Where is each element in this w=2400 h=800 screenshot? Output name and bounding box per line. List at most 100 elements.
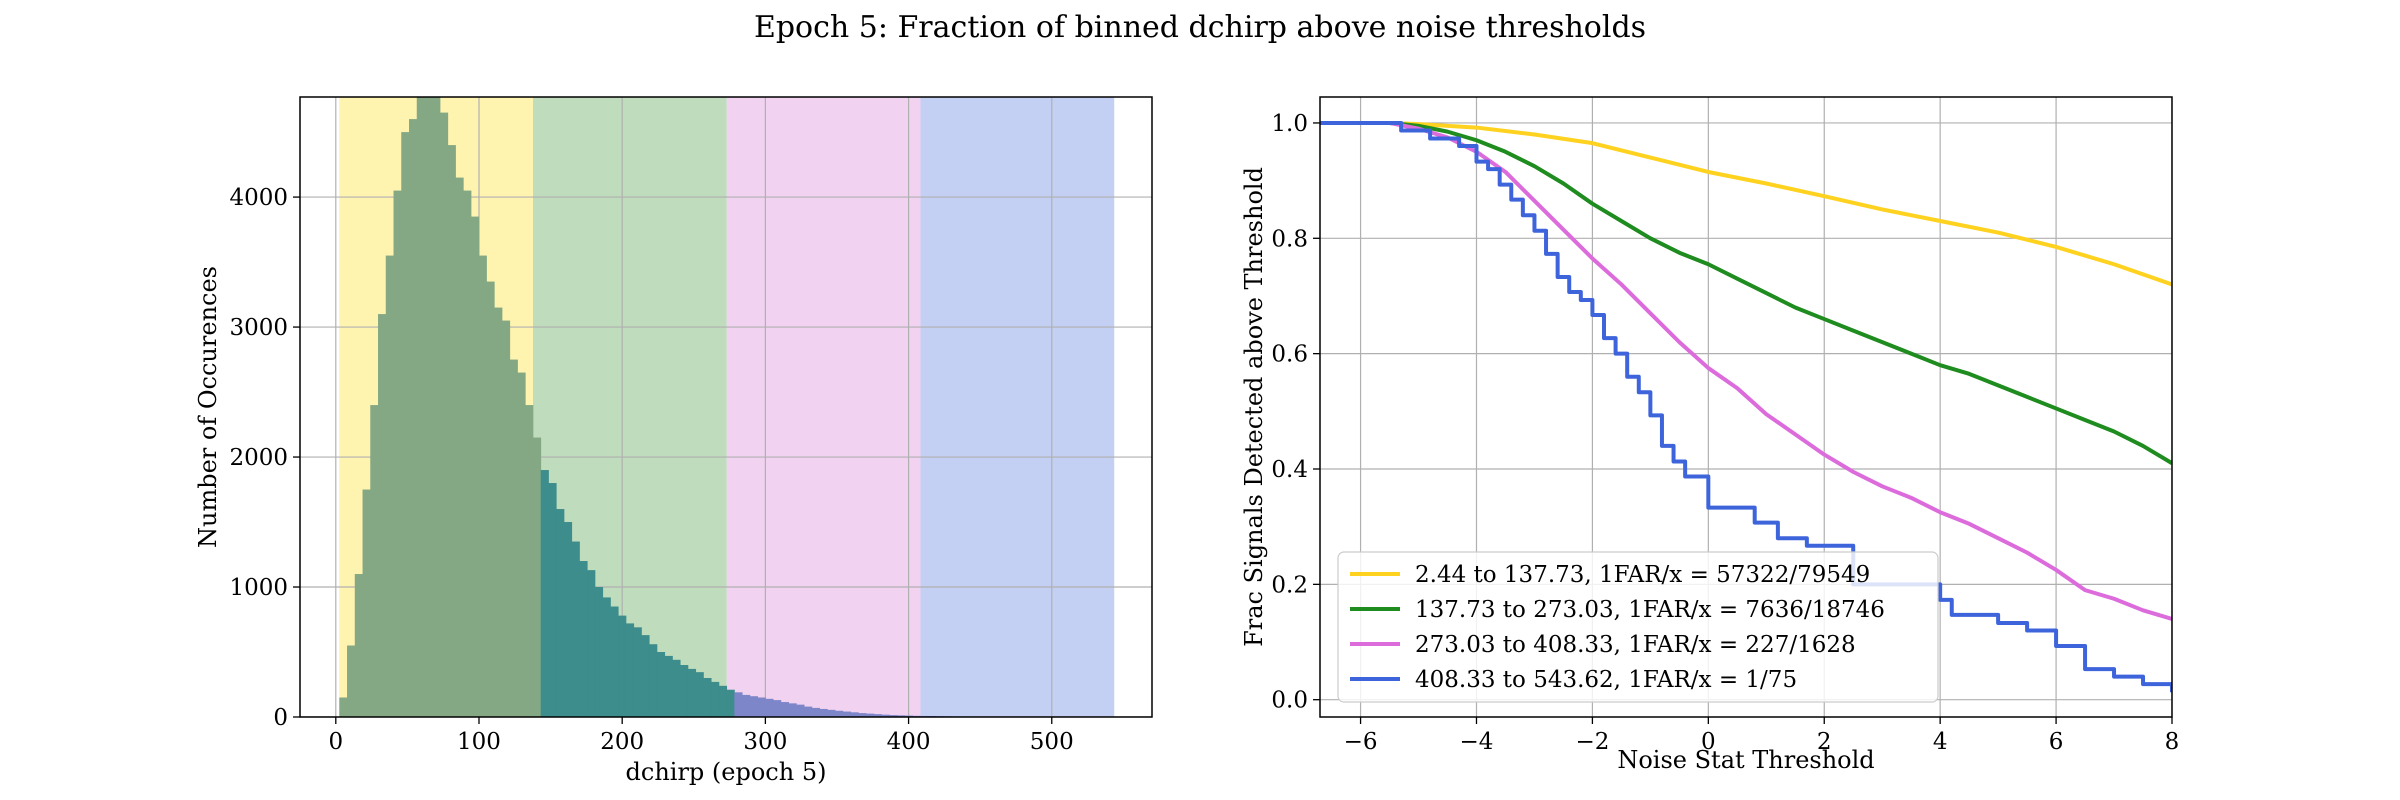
histogram-bar	[742, 694, 751, 717]
histogram-bar	[339, 697, 348, 717]
x-tick-label: 0	[328, 729, 343, 755]
histogram-bar	[842, 711, 851, 717]
series-line-1	[1320, 120, 2172, 287]
histogram-bar	[594, 587, 604, 717]
histogram-bar	[749, 696, 759, 717]
x-tick-label: −4	[1460, 729, 1494, 755]
y-tick-label: 0.2	[1271, 572, 1308, 598]
x-tick-label: −6	[1344, 729, 1378, 755]
x-tick-label: 200	[600, 729, 644, 755]
series-line-4	[1320, 120, 2172, 693]
histogram-bar	[494, 307, 503, 717]
histogram-bar	[370, 405, 379, 717]
histogram-bar	[587, 570, 596, 717]
histogram-bar	[804, 706, 813, 717]
histogram-bar	[811, 707, 820, 717]
x-tick-label: 100	[457, 729, 501, 755]
histogram-bar	[711, 681, 720, 717]
histogram-bar	[354, 574, 363, 717]
histogram-bar	[835, 710, 844, 717]
y-tick-label: 1000	[229, 575, 288, 601]
x-tick-label: 4	[1933, 729, 1948, 755]
histogram-bar	[734, 692, 743, 717]
histogram-bar	[819, 708, 828, 717]
histogram-bar	[881, 714, 890, 717]
x-tick-label: 2	[1817, 729, 1832, 755]
histogram-bar	[625, 623, 635, 717]
y-tick-label: 1.0	[1271, 111, 1308, 137]
legend-entry-3: 273.03 to 408.33, 1FAR/x = 227/1628	[1415, 632, 1856, 658]
y-tick-label: 3000	[229, 315, 288, 341]
histogram-bar	[610, 606, 619, 717]
x-axis-label: Noise Stat Threshold	[1617, 746, 1874, 774]
histogram-bar	[486, 281, 495, 717]
histogram-bar	[897, 715, 906, 717]
plot-frame	[299, 96, 1153, 718]
x-tick-label: 400	[887, 729, 931, 755]
figure-title: Epoch 5: Fraction of binned dchirp above…	[754, 10, 1646, 45]
histogram-bar	[455, 177, 464, 717]
histogram-bar	[362, 489, 371, 717]
y-tick-label: 0.6	[1271, 342, 1308, 368]
histogram-bar	[393, 190, 402, 717]
histogram-bar	[866, 713, 875, 717]
histogram-bar	[532, 437, 542, 717]
histogram-bar	[765, 698, 774, 717]
histogram-bar	[773, 700, 782, 717]
histogram-bar	[850, 712, 859, 717]
series-line-2	[1320, 120, 2172, 465]
histogram-bar	[378, 314, 387, 717]
histogram-bar	[858, 713, 867, 717]
y-tick-label: 2000	[229, 445, 288, 471]
histogram-bar	[571, 541, 580, 717]
histogram-bar	[556, 509, 565, 717]
histogram-bar	[649, 644, 658, 717]
histogram-bar	[440, 112, 449, 717]
histogram-bar	[656, 652, 666, 717]
x-tick-label: 300	[743, 729, 787, 755]
histogram-bar	[703, 678, 712, 717]
threshold-band-3	[726, 97, 921, 717]
histogram-bar	[416, 97, 425, 717]
histogram-bar	[432, 97, 441, 717]
histogram-bar	[501, 320, 511, 717]
histogram-bar	[447, 145, 456, 717]
histogram-bar	[687, 668, 697, 717]
histogram-bar	[509, 359, 518, 717]
histogram-chart: 0 100 200 300 400 500 0 1000 2000 3000 4000 dchirp …	[194, 96, 1153, 786]
y-axis-label: Number of Occurences	[194, 266, 222, 548]
histogram-bar	[540, 470, 549, 717]
histogram-bar	[385, 255, 394, 717]
x-tick-label: 0	[1701, 729, 1716, 755]
histogram-bar	[470, 216, 480, 717]
histogram-bar	[409, 119, 418, 717]
histogram-bar	[618, 615, 627, 717]
histogram-bar	[788, 703, 797, 717]
x-tick-label: 6	[2049, 729, 2064, 755]
histogram-bar	[424, 97, 433, 717]
legend-entry-2: 137.73 to 273.03, 1FAR/x = 7636/18746	[1415, 597, 1885, 623]
y-tick-label: 0	[273, 705, 288, 731]
step-line-chart: −6 −4 −2 0 2 4 6 8 0.0 0.2 0.4 0.6 0.8 1.0 Noise Stat …	[1240, 96, 2179, 774]
histogram-bar	[780, 702, 790, 717]
y-tick-label: 0.8	[1271, 226, 1308, 252]
y-axis-label: Frac Signals Detected above Threshold	[1240, 167, 1268, 647]
histogram-bar	[525, 405, 534, 717]
histogram-bar	[873, 714, 882, 717]
legend-entry-1: 2.44 to 137.73, 1FAR/x = 57322/79549	[1415, 562, 1870, 588]
histogram-bar	[695, 672, 704, 717]
histogram-bar	[680, 665, 689, 717]
histogram-bar	[463, 190, 472, 717]
legend-entry-4: 408.33 to 543.62, 1FAR/x = 1/75	[1415, 667, 1797, 693]
histogram-bar	[718, 685, 728, 717]
histogram-bar	[478, 255, 487, 717]
histogram-bar	[401, 132, 410, 717]
histogram-bar	[726, 689, 735, 717]
y-tick-label: 4000	[229, 185, 288, 211]
histogram-bar	[757, 697, 766, 717]
series-line-3	[1320, 120, 2172, 621]
histogram-bar	[563, 522, 573, 717]
histogram-bar	[602, 597, 611, 717]
y-tick-label: 0.4	[1271, 457, 1308, 483]
